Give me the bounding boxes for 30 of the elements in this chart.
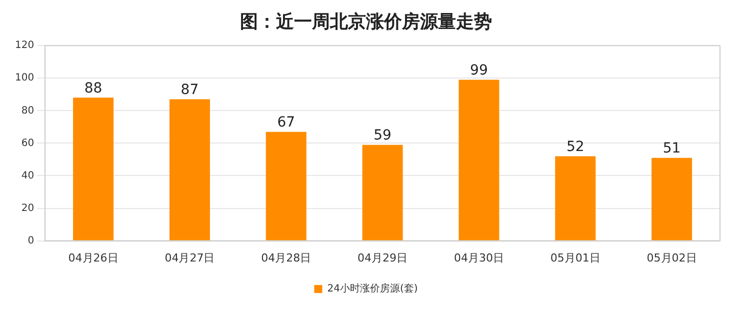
x-tick-label: 04月28日 <box>261 251 312 264</box>
bar <box>555 156 596 240</box>
data-label: 67 <box>277 114 296 130</box>
x-tick-label: 05月02日 <box>646 251 697 264</box>
y-tick-label: 120 <box>14 40 34 52</box>
bar <box>169 99 210 240</box>
data-label: 51 <box>662 140 681 156</box>
x-tick-label: 04月30日 <box>454 251 504 264</box>
y-tick-label: 80 <box>21 105 34 116</box>
chart-title: 图：近一周北京涨价房源量走势 <box>240 11 492 32</box>
x-tick-label: 04月27日 <box>164 251 215 264</box>
y-tick-label: 20 <box>21 202 34 214</box>
bar <box>458 80 500 240</box>
data-label: 52 <box>566 138 584 155</box>
data-label: 99 <box>470 62 488 78</box>
data-label: 88 <box>84 80 102 96</box>
x-tick-label: 05月01日 <box>550 251 600 264</box>
y-tick-label: 40 <box>21 170 34 182</box>
data-label: 59 <box>374 127 392 144</box>
y-tick-label: 60 <box>21 138 34 149</box>
y-tick-label: 0 <box>28 235 34 246</box>
bar <box>73 98 114 240</box>
bar <box>266 132 306 240</box>
bar <box>362 144 403 240</box>
data-label: 87 <box>180 82 199 98</box>
x-tick-label: 04月29日 <box>358 251 408 264</box>
bar <box>652 158 692 240</box>
x-tick-label: 04月26日 <box>68 251 118 264</box>
y-tick-label: 100 <box>14 72 34 84</box>
legend-label: 24小时涨价房源(套) <box>327 282 418 295</box>
